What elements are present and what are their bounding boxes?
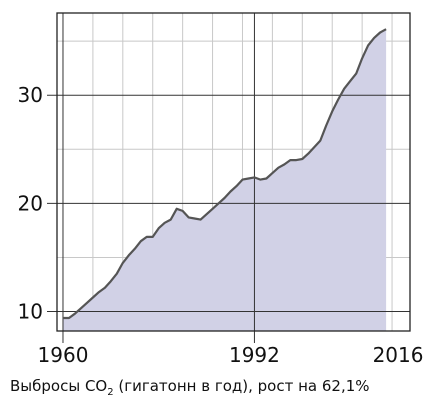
tick-labels: 10 20 30 1960 1992 2016 [18,83,424,367]
y-tick-label: 10 [18,300,43,324]
y-tick-label: 20 [18,191,43,215]
chart-caption: Выбросы CO2 (гигатонн в год), рост на 62… [10,377,370,398]
caption-suffix: (гигатонн в год), рост на 62,1% [113,377,370,395]
x-tick-label: 1960 [38,343,89,367]
x-tick-label: 1992 [229,343,280,367]
caption-prefix: Выбросы CO [10,377,108,395]
emissions-line [63,28,387,320]
x-tick-label: 2016 [373,343,424,367]
co2-emissions-chart: 10 20 30 1960 1992 2016 [18,12,424,367]
plot-frame [56,12,411,332]
emissions-area [63,29,387,331]
y-tick-label: 30 [18,83,43,107]
caption-subscript: 2 [107,387,114,398]
